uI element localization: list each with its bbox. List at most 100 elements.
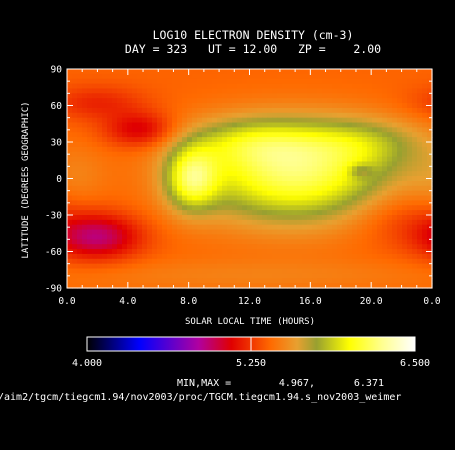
heatmap-cell <box>157 239 163 245</box>
heatmap-cell <box>152 151 158 158</box>
heatmap-cell <box>412 200 418 206</box>
heatmap-cell <box>357 278 363 284</box>
heatmap-cell <box>297 156 303 163</box>
heatmap-cell <box>312 146 318 153</box>
heatmap-cell <box>377 98 383 104</box>
heatmap-cell <box>412 78 418 85</box>
heatmap-cell <box>127 210 133 216</box>
heatmap-cell <box>352 132 358 138</box>
heatmap-cell <box>192 73 198 80</box>
heatmap-cell <box>102 258 108 265</box>
heatmap-cell <box>392 200 398 206</box>
heatmap-cell <box>382 239 388 245</box>
heatmap-cell <box>397 171 403 177</box>
heatmap-cell <box>407 234 413 240</box>
heatmap-cell <box>182 278 188 284</box>
heatmap-cell <box>262 200 268 206</box>
heatmap-cell <box>302 103 308 109</box>
heatmap-cell <box>387 190 393 197</box>
heatmap-cell <box>362 98 368 104</box>
heatmap-cell <box>167 234 173 240</box>
heatmap-cell <box>257 219 263 226</box>
heatmap-cell <box>172 73 178 80</box>
heatmap-cell <box>192 258 198 265</box>
heatmap-cell <box>397 268 403 274</box>
heatmap-cell <box>327 180 333 187</box>
heatmap-cell <box>372 83 378 90</box>
heatmap-cell <box>372 215 378 221</box>
heatmap-cell <box>122 132 128 138</box>
heatmap-cell <box>122 258 128 265</box>
heatmap-cell <box>137 224 143 231</box>
heatmap-cell <box>342 263 348 270</box>
heatmap-cell <box>262 171 268 177</box>
heatmap-cell <box>337 229 343 236</box>
heatmap-cell <box>242 166 248 172</box>
heatmap-cell <box>267 249 273 255</box>
heatmap-cell <box>247 253 253 260</box>
heatmap-cell <box>337 239 343 245</box>
heatmap-cell <box>117 93 123 99</box>
heatmap-cell <box>127 249 133 255</box>
heatmap-cell <box>132 210 138 216</box>
heatmap-cell <box>72 229 78 236</box>
heatmap-cell <box>102 283 108 289</box>
heatmap-cell <box>337 224 343 231</box>
heatmap-cell <box>277 142 283 148</box>
heatmap-cell <box>402 98 408 104</box>
heatmap-cell <box>232 98 238 104</box>
heatmap-cell <box>367 278 373 284</box>
heatmap-cell <box>392 132 398 138</box>
heatmap-cell <box>272 117 278 124</box>
heatmap-cell <box>352 151 358 158</box>
heatmap-cell <box>422 176 428 182</box>
heatmap-cell <box>292 234 298 240</box>
heatmap-cell <box>372 127 378 133</box>
heatmap-cell <box>342 112 348 119</box>
heatmap-cell <box>332 142 338 148</box>
heatmap-cell <box>102 98 108 104</box>
heatmap-cell <box>162 239 168 245</box>
heatmap-cell <box>102 190 108 197</box>
heatmap-cell <box>192 180 198 187</box>
heatmap-cell <box>92 166 98 172</box>
heatmap-cell <box>277 273 283 279</box>
heatmap-cell <box>212 151 218 158</box>
heatmap-cell <box>367 117 373 124</box>
heatmap-cell <box>377 273 383 279</box>
heatmap-cell <box>127 88 133 94</box>
heatmap-cell <box>377 69 383 75</box>
heatmap-cell <box>122 156 128 163</box>
heatmap-cell <box>92 278 98 284</box>
heatmap-cell <box>117 78 123 85</box>
heatmap-cell <box>137 185 143 192</box>
heatmap-cell <box>252 190 258 197</box>
heatmap-cell <box>172 151 178 158</box>
heatmap-cell <box>412 137 418 143</box>
heatmap-cell <box>377 253 383 260</box>
heatmap-cell <box>107 156 113 163</box>
heatmap-cell <box>422 239 428 245</box>
heatmap-cell <box>342 107 348 114</box>
heatmap-cell <box>142 161 148 167</box>
heatmap-cell <box>277 210 283 216</box>
heatmap-cell <box>402 253 408 260</box>
heatmap-cell <box>247 249 253 255</box>
heatmap-cell <box>257 239 263 245</box>
heatmap-cell <box>127 122 133 128</box>
heatmap-cell <box>152 117 158 124</box>
heatmap-cell <box>297 166 303 172</box>
heatmap-cell <box>267 263 273 270</box>
heatmap-cell <box>157 210 163 216</box>
heatmap-cell <box>367 171 373 177</box>
heatmap-cell <box>277 107 283 114</box>
heatmap-cell <box>282 161 288 167</box>
heatmap-cell <box>247 137 253 143</box>
heatmap-cell <box>97 273 103 279</box>
heatmap-cell <box>332 205 338 211</box>
heatmap-cell <box>377 137 383 143</box>
heatmap-cell <box>327 151 333 158</box>
heatmap-cell <box>312 258 318 265</box>
heatmap-cell <box>87 283 93 289</box>
heatmap-cell <box>167 83 173 90</box>
